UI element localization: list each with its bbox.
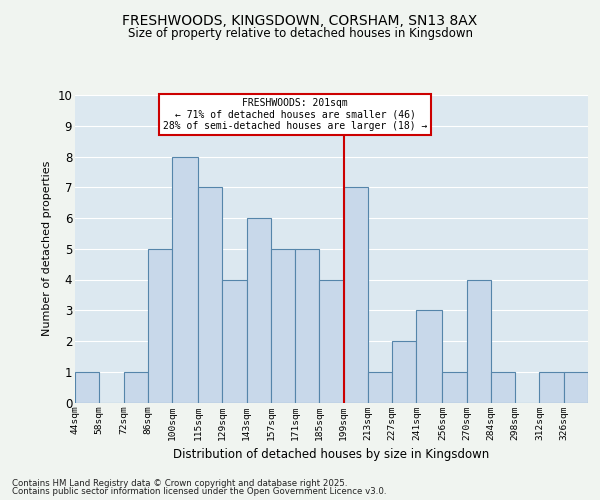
Bar <box>319 280 344 402</box>
Text: Size of property relative to detached houses in Kingsdown: Size of property relative to detached ho… <box>128 28 473 40</box>
Text: FRESHWOODS, KINGSDOWN, CORSHAM, SN13 8AX: FRESHWOODS, KINGSDOWN, CORSHAM, SN13 8AX <box>122 14 478 28</box>
Bar <box>416 310 442 402</box>
X-axis label: Distribution of detached houses by size in Kingsdown: Distribution of detached houses by size … <box>173 448 490 461</box>
Text: FRESHWOODS: 201sqm
← 71% of detached houses are smaller (46)
28% of semi-detache: FRESHWOODS: 201sqm ← 71% of detached hou… <box>163 98 427 132</box>
Y-axis label: Number of detached properties: Number of detached properties <box>42 161 52 336</box>
Bar <box>247 218 271 402</box>
Bar <box>564 372 588 402</box>
Bar <box>392 341 416 402</box>
Bar <box>368 372 392 402</box>
Bar <box>344 187 368 402</box>
Bar <box>75 372 99 402</box>
Bar <box>124 372 148 402</box>
Bar <box>539 372 564 402</box>
Bar <box>295 248 319 402</box>
Bar <box>148 248 172 402</box>
Bar <box>223 280 247 402</box>
Text: Contains public sector information licensed under the Open Government Licence v3: Contains public sector information licen… <box>12 487 386 496</box>
Bar <box>198 187 223 402</box>
Bar <box>491 372 515 402</box>
Bar <box>172 156 198 402</box>
Bar <box>271 248 295 402</box>
Bar <box>467 280 491 402</box>
Text: Contains HM Land Registry data © Crown copyright and database right 2025.: Contains HM Land Registry data © Crown c… <box>12 478 347 488</box>
Bar <box>442 372 467 402</box>
